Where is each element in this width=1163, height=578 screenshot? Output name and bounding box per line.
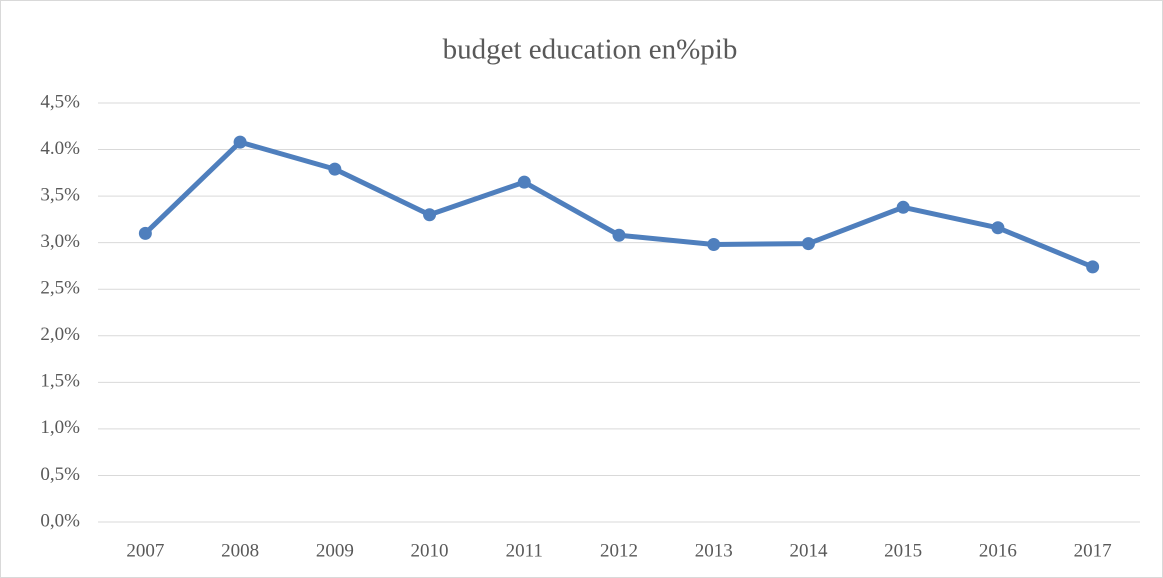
x-tick-label: 2015 xyxy=(884,540,922,561)
x-tick-label: 2008 xyxy=(221,540,259,561)
y-tick-label: 4,5% xyxy=(40,91,80,112)
x-tick-label: 2011 xyxy=(506,540,543,561)
x-tick-label: 2013 xyxy=(695,540,733,561)
y-tick-label: 2,0% xyxy=(40,324,80,345)
x-tick-label: 2010 xyxy=(411,540,449,561)
data-point xyxy=(328,162,342,176)
x-tick-label: 2012 xyxy=(600,540,638,561)
data-point xyxy=(517,175,531,189)
y-tick-label: 0,0% xyxy=(40,510,80,531)
data-point xyxy=(707,238,721,252)
x-tick-label: 2014 xyxy=(789,540,828,561)
y-tick-label: 3,5% xyxy=(40,184,80,205)
data-point xyxy=(801,237,815,251)
y-tick-label: 3,0% xyxy=(40,231,80,252)
data-point xyxy=(991,221,1005,235)
data-point xyxy=(423,208,437,222)
x-tick-label: 2007 xyxy=(126,540,164,561)
y-tick-label: 2,5% xyxy=(40,278,80,299)
y-tick-label: 1,5% xyxy=(40,371,80,392)
data-point xyxy=(896,200,910,214)
y-tick-label: 1,0% xyxy=(40,417,80,438)
data-point xyxy=(138,226,152,240)
y-tick-label: 4.0% xyxy=(40,138,80,159)
x-tick-label: 2016 xyxy=(979,540,1017,561)
x-tick-label: 2009 xyxy=(316,540,354,561)
x-tick-label: 2017 xyxy=(1074,540,1112,561)
data-point xyxy=(233,135,247,149)
data-point xyxy=(1086,260,1100,274)
chart-title: budget education en%pib xyxy=(443,34,738,66)
y-tick-label: 0,5% xyxy=(40,464,80,485)
data-point xyxy=(612,228,626,242)
